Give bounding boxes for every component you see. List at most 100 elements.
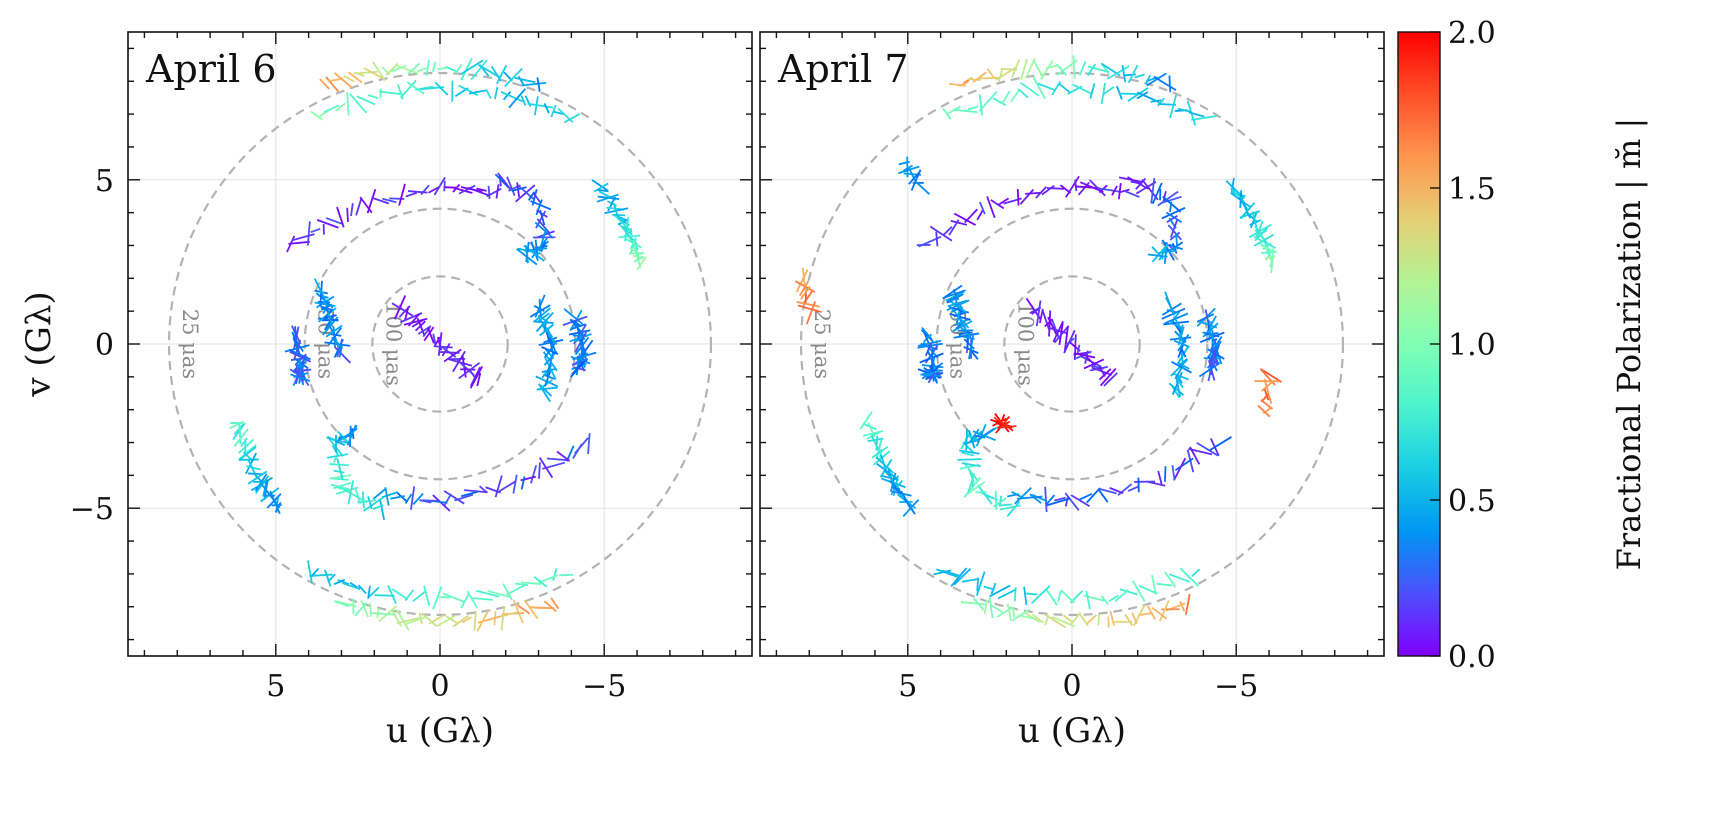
- pol-tick: [1250, 211, 1258, 229]
- pol-tick: [1030, 585, 1051, 605]
- pol-tick: [414, 320, 426, 332]
- pol-tick: [994, 490, 998, 510]
- pol-tick: [965, 428, 968, 451]
- pol-tick: [1099, 367, 1117, 387]
- pol-tick: [353, 71, 378, 75]
- pol-tick: [369, 603, 373, 618]
- pol-tick: [946, 299, 970, 312]
- pol-tick: [1150, 99, 1162, 103]
- x-tick-label: −5: [582, 669, 626, 704]
- pol-tick: [485, 486, 501, 494]
- pol-tick: [453, 187, 473, 194]
- pol-tick: [399, 79, 417, 99]
- uv-track-mid-right: [562, 308, 597, 378]
- pol-tick: [416, 67, 428, 73]
- uv-track-upper-arc: [916, 175, 1140, 248]
- ring-label: 25 μas: [178, 309, 202, 379]
- pol-tick: [1047, 316, 1058, 336]
- pol-tick: [1078, 492, 1093, 501]
- pol-tick: [468, 89, 488, 95]
- pol-tick: [1171, 465, 1176, 481]
- pol-tick: [1063, 614, 1073, 623]
- pol-tick: [593, 182, 609, 193]
- pol-tick: [502, 91, 512, 101]
- pol-tick: [1108, 594, 1120, 603]
- pol-tick: [1073, 352, 1096, 359]
- pol-tick: [950, 567, 968, 587]
- pol-tick: [963, 461, 978, 481]
- pol-tick: [537, 312, 550, 323]
- pol-tick: [936, 568, 958, 578]
- x-tick-label: 5: [898, 669, 917, 704]
- pol-tick: [1164, 571, 1177, 588]
- pol-tick: [338, 345, 343, 358]
- pol-tick: [1173, 457, 1187, 481]
- pol-tick: [1114, 589, 1129, 602]
- colorbar-tick-label: 0.5: [1448, 484, 1496, 519]
- pol-tick: [533, 307, 551, 323]
- uv-track-far-right: [1225, 177, 1277, 274]
- pol-tick: [552, 568, 558, 582]
- pol-tick: [1160, 195, 1182, 205]
- pol-tick: [953, 332, 980, 339]
- pol-tick: [290, 357, 307, 361]
- pol-tick: [498, 480, 517, 493]
- pol-tick: [515, 184, 536, 203]
- pol-tick: [535, 199, 543, 216]
- pol-tick: [292, 326, 300, 351]
- pol-tick: [445, 615, 459, 625]
- pol-tick: [476, 589, 500, 598]
- x-axis-label: u (Gλ): [1018, 711, 1126, 751]
- pol-tick: [536, 386, 558, 391]
- pol-tick: [1007, 493, 1020, 498]
- pol-tick: [978, 426, 998, 441]
- pol-tick: [396, 609, 410, 631]
- pol-tick: [967, 105, 979, 111]
- pol-tick: [324, 569, 332, 587]
- pol-tick: [337, 486, 352, 493]
- pol-tick: [910, 169, 922, 191]
- pol-tick: [943, 226, 953, 236]
- pol-tick: [1060, 589, 1076, 604]
- pol-tick: [316, 219, 339, 229]
- pol-tick: [290, 373, 311, 382]
- pol-tick: [1171, 385, 1181, 399]
- pol-tick: [633, 244, 642, 269]
- pol-tick: [546, 457, 567, 462]
- pol-tick: [407, 62, 421, 75]
- pol-tick: [580, 338, 588, 363]
- pol-tick: [419, 499, 432, 504]
- pol-tick: [1057, 591, 1062, 603]
- pol-tick: [1111, 185, 1118, 196]
- pol-tick: [917, 340, 942, 347]
- pol-tick: [362, 496, 384, 512]
- pol-tick: [494, 475, 503, 498]
- pol-tick: [1078, 613, 1089, 627]
- uv-track-inner-left: [313, 278, 352, 364]
- pol-tick: [597, 188, 609, 193]
- pol-tick: [990, 199, 1005, 210]
- pol-tick: [1086, 487, 1101, 504]
- pol-tick: [417, 325, 432, 335]
- pol-tick: [1177, 107, 1192, 113]
- uv-track-top-inner: [310, 79, 581, 124]
- pol-tick: [1153, 75, 1177, 91]
- uv-track-april7-far-right-bottom: [1254, 368, 1282, 418]
- pol-tick: [333, 469, 345, 474]
- pol-tick: [1127, 87, 1149, 102]
- pol-tick: [1045, 588, 1058, 606]
- pol-tick: [1170, 218, 1179, 238]
- pol-tick: [1058, 82, 1071, 94]
- pol-tick: [269, 490, 281, 515]
- pol-tick: [335, 102, 346, 112]
- pol-tick: [1196, 313, 1215, 323]
- ring-label: 25 μas: [810, 309, 834, 379]
- pol-tick: [325, 324, 343, 338]
- pol-tick: [468, 368, 476, 378]
- pol-tick: [1127, 64, 1139, 84]
- uv-track-top-outer: [319, 57, 547, 93]
- pol-tick: [1044, 486, 1048, 513]
- pol-tick: [568, 329, 591, 336]
- uv-track-mid-left: [284, 325, 312, 387]
- pol-tick: [387, 585, 397, 605]
